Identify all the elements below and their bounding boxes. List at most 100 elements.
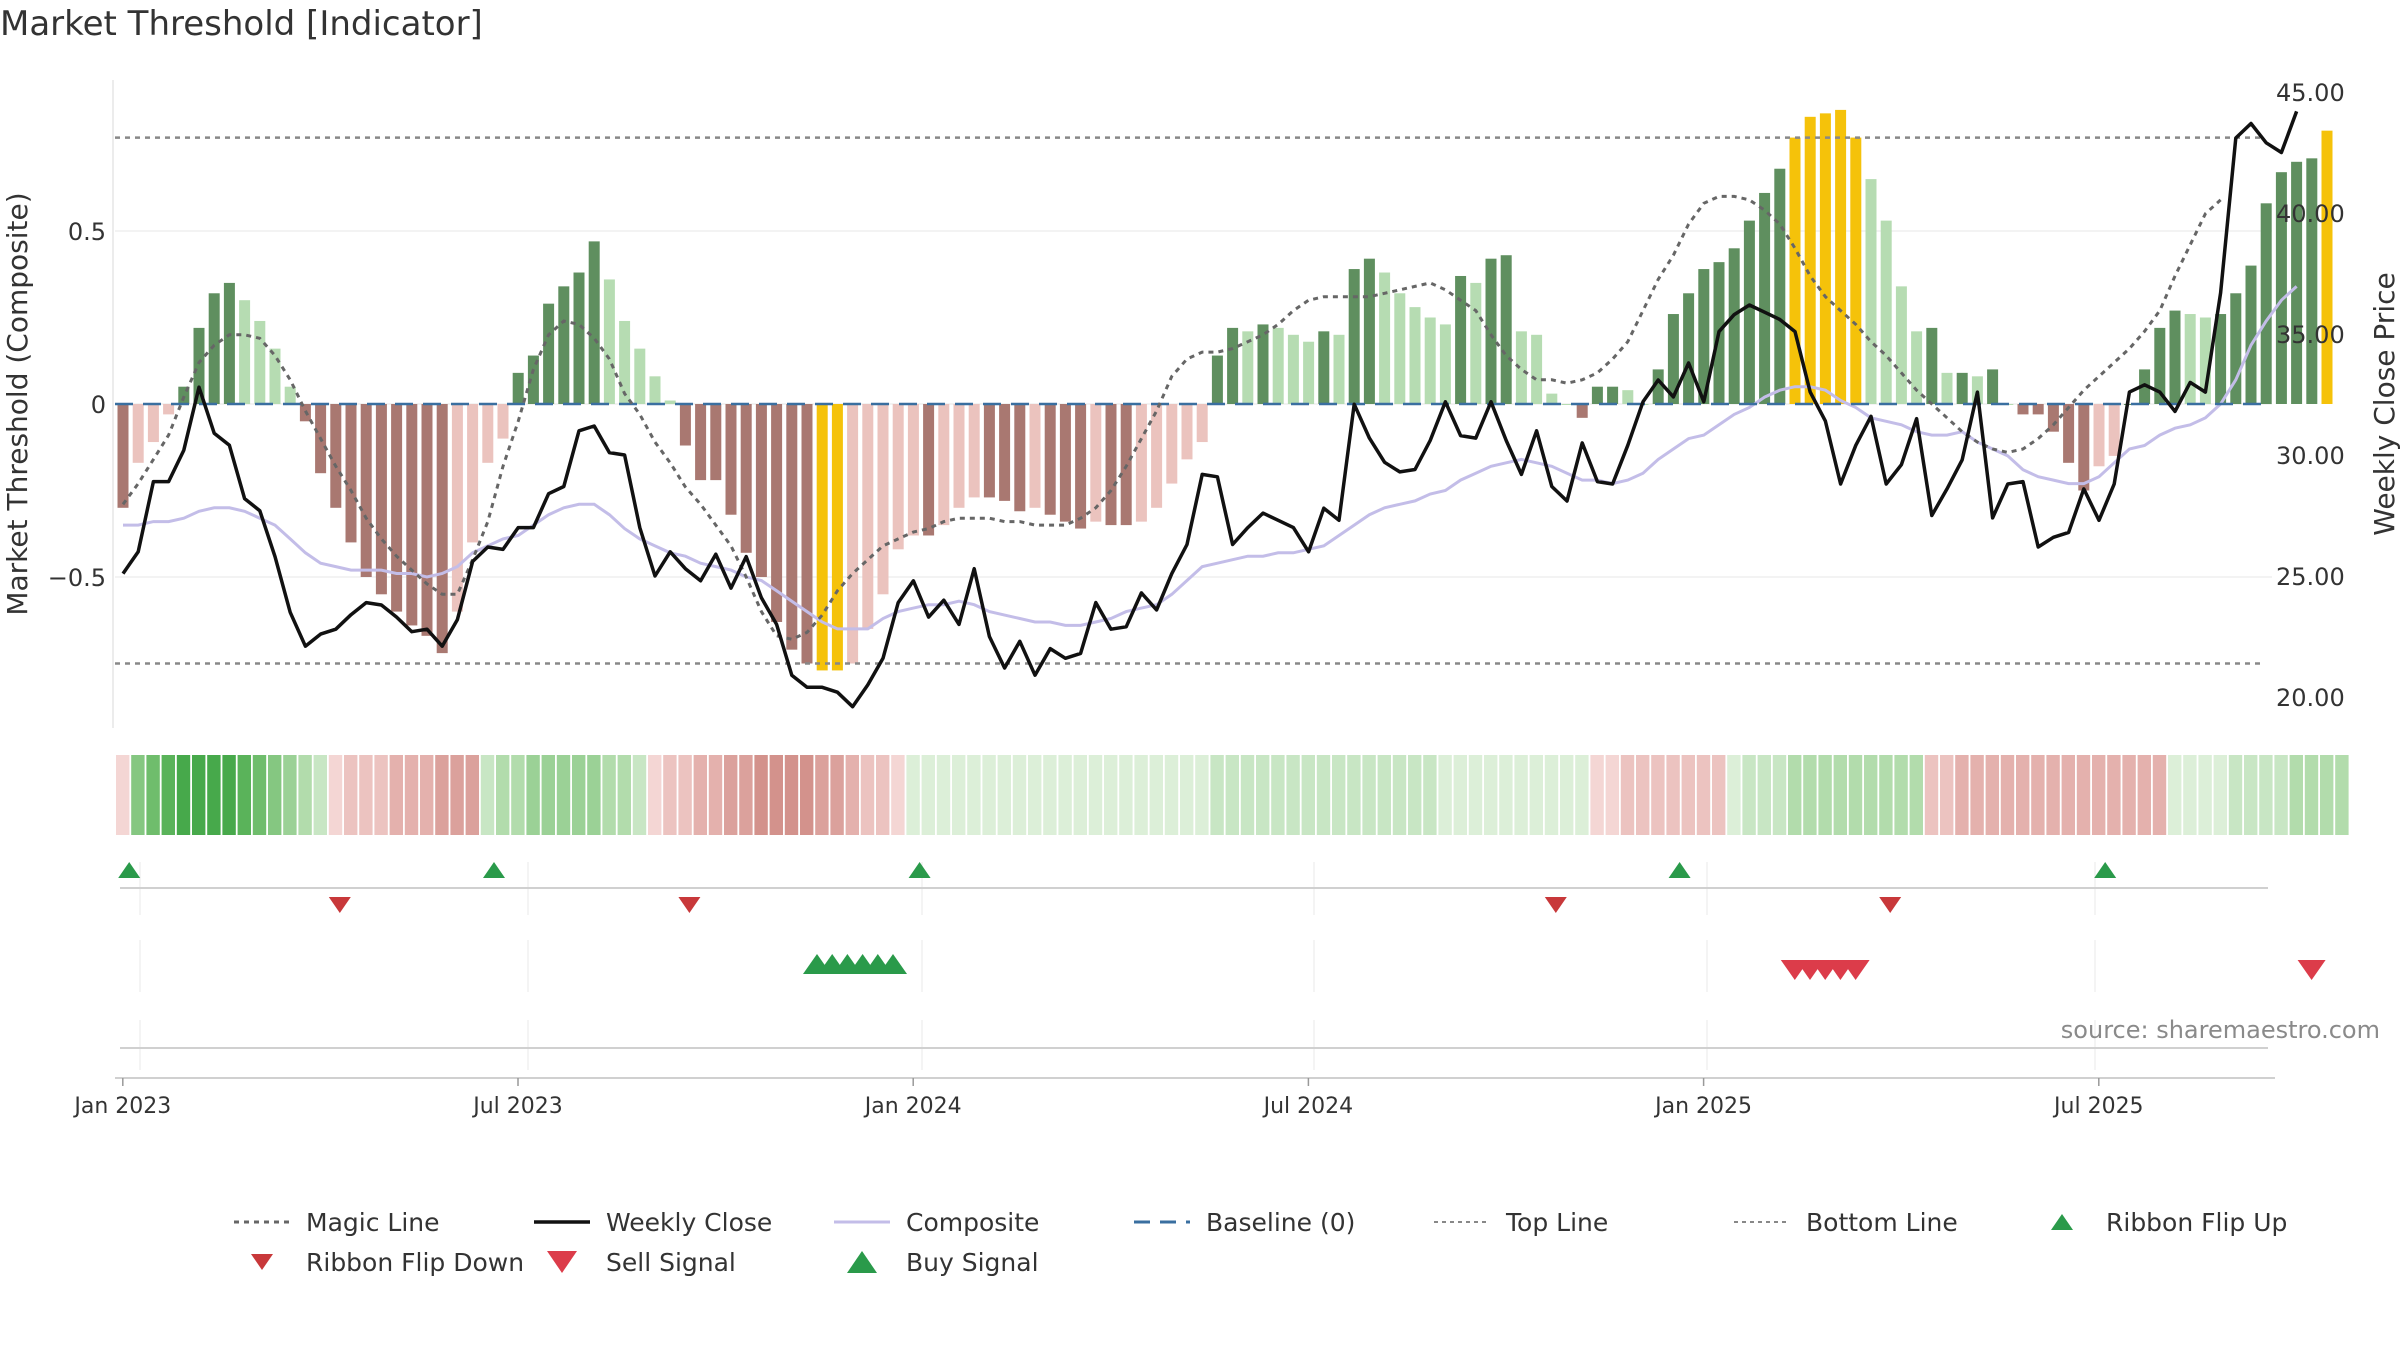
composite-bar <box>239 300 251 404</box>
legend-swatch-flip_down <box>251 1254 273 1270</box>
composite-bar <box>2275 172 2287 404</box>
ribbon-cell <box>374 755 388 835</box>
legend-label: Magic Line <box>306 1207 440 1237</box>
market-threshold-chart: 0.5 0 −0.5 45.00 40.00 35.00 30.00 25.00 20.00 Ma… <box>1 79 2400 1119</box>
ribbon-cell <box>1286 755 1300 835</box>
composite-bar <box>1439 324 1451 404</box>
composite-bar <box>1029 404 1041 508</box>
composite-bar <box>117 404 129 508</box>
composite-bar <box>1151 404 1163 508</box>
composite-bar <box>2123 404 2135 405</box>
ribbon-cell <box>176 755 191 835</box>
series-lines <box>115 110 2299 709</box>
composite-bar <box>1333 334 1345 404</box>
composite-bar <box>999 404 1011 501</box>
composite-bar <box>2199 317 2211 404</box>
composite-bar <box>2017 404 2029 415</box>
composite-bar <box>1105 404 1117 526</box>
ribbon-cell <box>313 755 327 835</box>
x-tick-label: Jan 2023 <box>72 1094 171 1119</box>
ribbon-cell <box>1073 755 1087 835</box>
composite-bar <box>983 404 995 498</box>
composite-bar <box>1622 390 1634 404</box>
ribbon-cell <box>1955 755 1969 835</box>
ribbon-cell <box>116 755 130 835</box>
ribbon-cell <box>1757 755 1771 835</box>
left-tick-label: 0 <box>91 391 106 419</box>
buy-signal-marker <box>879 954 907 974</box>
ribbon-cell <box>1560 755 1574 835</box>
ribbon-cell <box>404 755 419 835</box>
ribbon-flip-up-marker <box>2094 862 2117 878</box>
composite-bar <box>1819 113 1831 405</box>
composite-bar <box>1546 393 1558 404</box>
ribbon-flip-up-marker <box>1668 862 1691 878</box>
signal-rows <box>118 862 2326 1070</box>
ribbon-cell <box>420 755 434 835</box>
composite-bar <box>467 404 479 543</box>
ribbon-cell <box>1651 755 1665 835</box>
ribbon-cell <box>1180 755 1194 835</box>
ribbon-flip-up-marker <box>483 862 505 878</box>
composite-bar <box>740 404 752 553</box>
composite-bar <box>1181 404 1193 460</box>
ribbon-cell <box>632 755 647 835</box>
ribbon-cell <box>693 755 707 835</box>
composite-bar <box>451 404 463 612</box>
ribbon-cell <box>1043 755 1057 835</box>
composite-bar <box>2306 158 2318 404</box>
composite-bar <box>1789 137 1801 404</box>
legend-item-top: Top Line <box>1430 1205 1730 1239</box>
composite-bar <box>1272 327 1284 404</box>
composite-bar <box>1880 220 1892 404</box>
ribbon-cell <box>1119 755 1133 835</box>
axes: 0.5 0 −0.5 45.00 40.00 35.00 30.00 25.00 20.00 Ma… <box>1 79 2400 728</box>
legend-triangle <box>847 1251 877 1273</box>
ribbon-cell <box>572 755 586 835</box>
chart-title: Market Threshold [Indicator] <box>0 4 483 44</box>
composite-bar <box>421 404 433 636</box>
legend-label: Buy Signal <box>906 1247 1039 1277</box>
ribbon-cell <box>511 755 525 835</box>
composite-bar <box>1318 331 1330 404</box>
ribbon-cell <box>237 755 251 835</box>
ribbon-cell <box>587 755 601 835</box>
composite-bar <box>892 404 904 550</box>
ribbon-strip <box>116 755 2349 835</box>
composite-bar <box>178 386 190 404</box>
composite-bar <box>482 404 494 463</box>
composite-bar <box>1500 255 1512 404</box>
ribbon-cell <box>830 755 844 835</box>
ribbon-cell <box>161 755 175 835</box>
left-tick-label: 0.5 <box>68 218 106 246</box>
composite-bar <box>1014 404 1026 512</box>
right-tick-label: 20.00 <box>2276 684 2345 712</box>
legend-swatch-sell <box>547 1251 577 1273</box>
ribbon-cell <box>298 755 312 835</box>
ribbon-flip-down-marker <box>1879 897 1902 913</box>
composite-bar <box>436 404 448 654</box>
ribbon-cell <box>997 755 1011 835</box>
composite-bar <box>543 303 555 404</box>
composite-bar <box>847 404 859 664</box>
composite-bar <box>801 404 813 664</box>
ribbon-cell <box>2092 755 2106 835</box>
ribbon-cell <box>541 755 555 835</box>
composite-bar <box>1287 334 1299 404</box>
composite-bar <box>1850 137 1862 404</box>
ribbon-cell <box>1742 755 1756 835</box>
ribbon-cell <box>1438 755 1452 835</box>
composite-bar <box>1774 168 1786 404</box>
legend-label: Weekly Close <box>606 1207 773 1237</box>
composite-bar <box>1591 386 1603 404</box>
legend: Magic Line Weekly Close Composite Baseline … <box>230 1205 2330 1279</box>
ribbon-cell <box>1164 755 1179 835</box>
ribbon-cell <box>526 755 540 835</box>
composite-bar <box>2078 404 2090 491</box>
composite-bar <box>1394 293 1406 404</box>
legend-swatch-magic <box>234 1220 290 1224</box>
ribbon-cell <box>2168 755 2182 835</box>
composite-bar <box>2260 203 2272 404</box>
ribbon-cell <box>1529 755 1543 835</box>
ribbon-cell <box>1362 755 1376 835</box>
